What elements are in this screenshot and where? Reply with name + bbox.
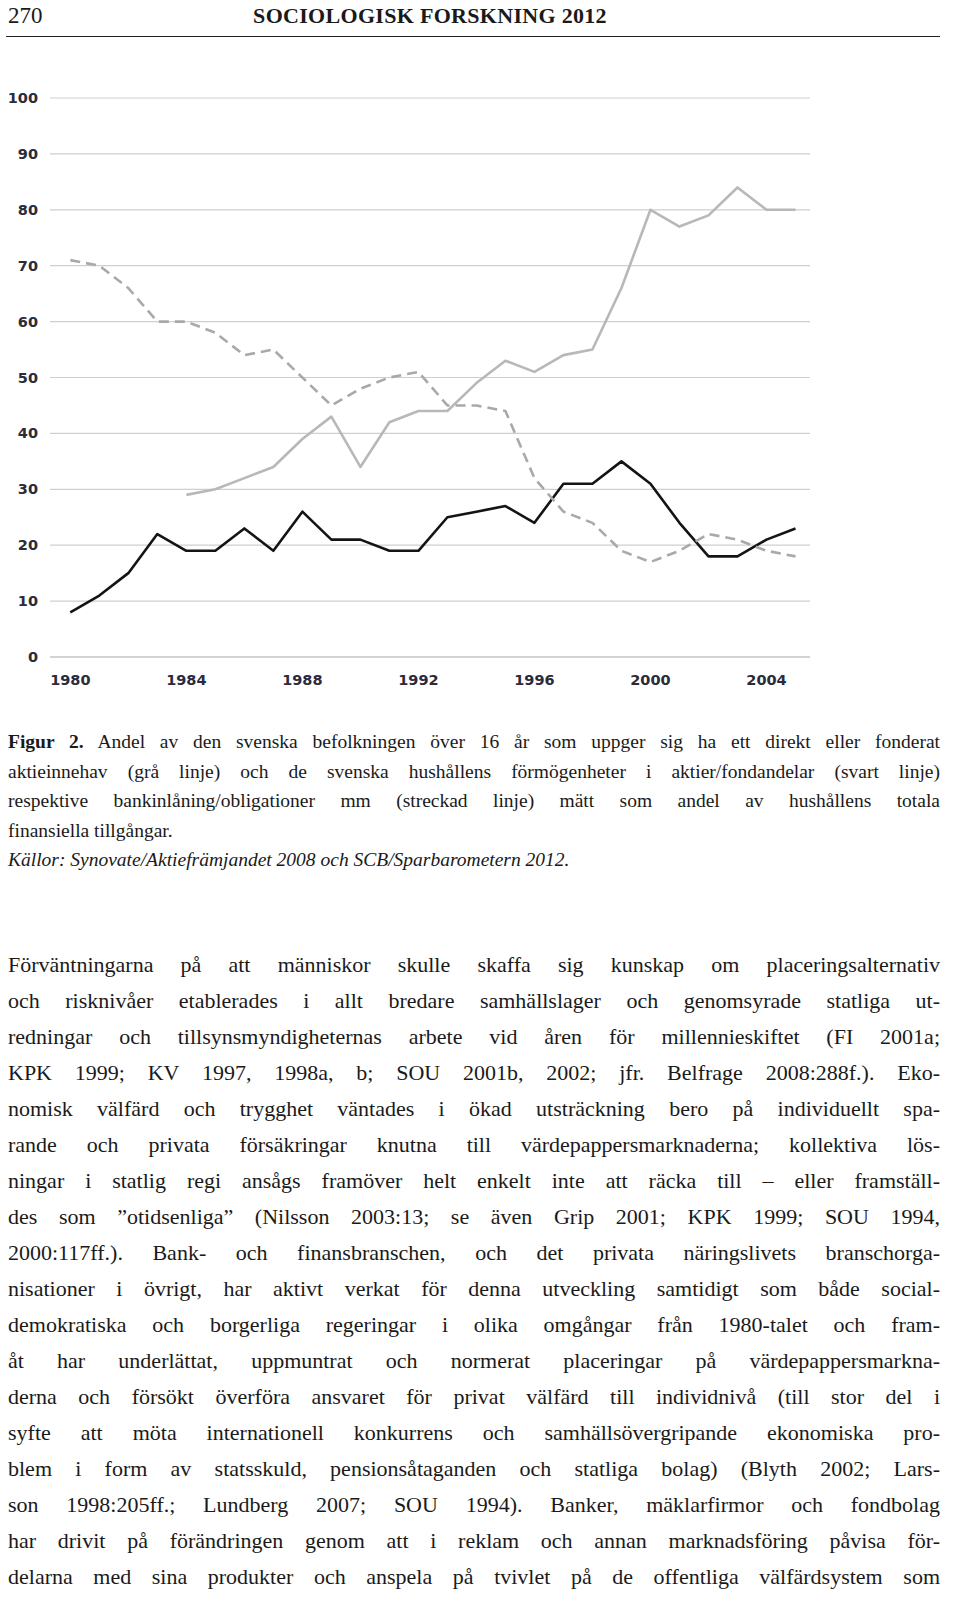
grid-line	[50, 433, 810, 434]
grid-line	[50, 489, 810, 490]
y-tick-label: 80	[18, 202, 38, 218]
chart: 0 10 20 30 40 50 60 70 80 90 100 1980 1984 1988 1992 19…	[0, 0, 960, 720]
caption-line: respektive bankinlåning/obligationer mm …	[8, 786, 940, 815]
grid-line	[50, 600, 810, 601]
figure-label: Figur 2.	[8, 731, 84, 752]
body-line: rande och privata försäkringar knutna ti…	[8, 1127, 940, 1163]
caption-line: Figur 2. Andel av den svenska befolkning…	[8, 727, 940, 756]
series-line	[70, 461, 795, 612]
x-tick-label: 1980	[50, 672, 90, 688]
journal-title: SOCIOLOGISK FORSKNING 2012	[100, 3, 760, 29]
grid-line	[50, 153, 810, 154]
x-tick-label: 2004	[746, 672, 786, 688]
x-axis-line	[50, 656, 810, 657]
body-line: 2000:117ff.). Bank- och finansbranschen,…	[8, 1235, 940, 1271]
grid-line	[50, 545, 810, 546]
body-line: des som ”otidsenliga” (Nilsson 2003:13; …	[8, 1199, 940, 1235]
body-line: blem i form av statsskuld, pensionsåtaga…	[8, 1451, 940, 1487]
caption-line: finansiella tillgångar.	[8, 816, 940, 845]
y-tick-label: 0	[28, 649, 38, 665]
body-line: har drivit på förändringen genom att i r…	[8, 1523, 940, 1559]
y-tick-label: 40	[18, 425, 38, 441]
x-tick-label: 1992	[398, 672, 438, 688]
y-tick-label: 100	[8, 90, 38, 106]
body-line: nisationer i övrigt, har aktivt verkat f…	[8, 1271, 940, 1307]
body-line: KPK 1999; KV 1997, 1998a, b; SOU 2001b, …	[8, 1055, 940, 1091]
plot-lines	[70, 187, 795, 612]
body-line: åt har underlättat, uppmuntrat och norme…	[8, 1343, 940, 1379]
caption-text: aktieinnehav (grå linje) och de svenska …	[8, 761, 940, 782]
body-line: delarna med sina produkter och anspela p…	[8, 1559, 940, 1595]
caption-text: respektive bankinlåning/obligationer mm …	[8, 790, 940, 811]
body-line: son 1998:205ff.; Lundberg 2007; SOU 1994…	[8, 1487, 940, 1523]
body-line: syfte att möta internationell konkurrens…	[8, 1415, 940, 1451]
x-tick-label: 1988	[282, 672, 322, 688]
y-tick-label: 20	[18, 537, 38, 553]
body-line: nomisk välfärd och trygghet väntades i ö…	[8, 1091, 940, 1127]
x-tick-label: 1984	[166, 672, 206, 688]
grid-line	[50, 209, 810, 210]
y-tick-label: 90	[18, 146, 38, 162]
y-tick-label: 10	[18, 593, 38, 609]
page-number: 270	[8, 3, 43, 29]
grid-line	[50, 377, 810, 378]
body-line: demokratiska och borgerliga regeringar i…	[8, 1307, 940, 1343]
grid-line	[50, 265, 810, 266]
y-tick-label: 50	[18, 370, 38, 386]
grid-line	[50, 97, 810, 98]
caption-text: finansiella tillgångar.	[8, 820, 173, 841]
caption-text: Andel av den svenska befolkningen över 1…	[97, 731, 940, 752]
caption-line: aktieinnehav (grå linje) och de svenska …	[8, 757, 940, 786]
x-tick-label: 1996	[514, 672, 554, 688]
x-tick-label: 2000	[630, 672, 670, 688]
body-line: ningar i statlig regi ansågs framöver he…	[8, 1163, 940, 1199]
caption-source: Källor: Synovate/Aktiefrämjandet 2008 oc…	[8, 845, 940, 874]
y-tick-label: 70	[18, 258, 38, 274]
grid-line	[50, 656, 810, 657]
series-line	[186, 187, 795, 494]
y-tick-label: 60	[18, 314, 38, 330]
body-line: Förväntningarna på att människor skulle …	[8, 947, 940, 983]
body-line: och risknivåer etablerades i allt bredar…	[8, 983, 940, 1019]
y-tick-label: 30	[18, 481, 38, 497]
series-line	[70, 260, 795, 562]
body-line: derna och försökt överföra ansvaret för …	[8, 1379, 940, 1415]
body-line: redningar och tillsynsmyndigheternas arb…	[8, 1019, 940, 1055]
header-rule	[6, 36, 940, 37]
